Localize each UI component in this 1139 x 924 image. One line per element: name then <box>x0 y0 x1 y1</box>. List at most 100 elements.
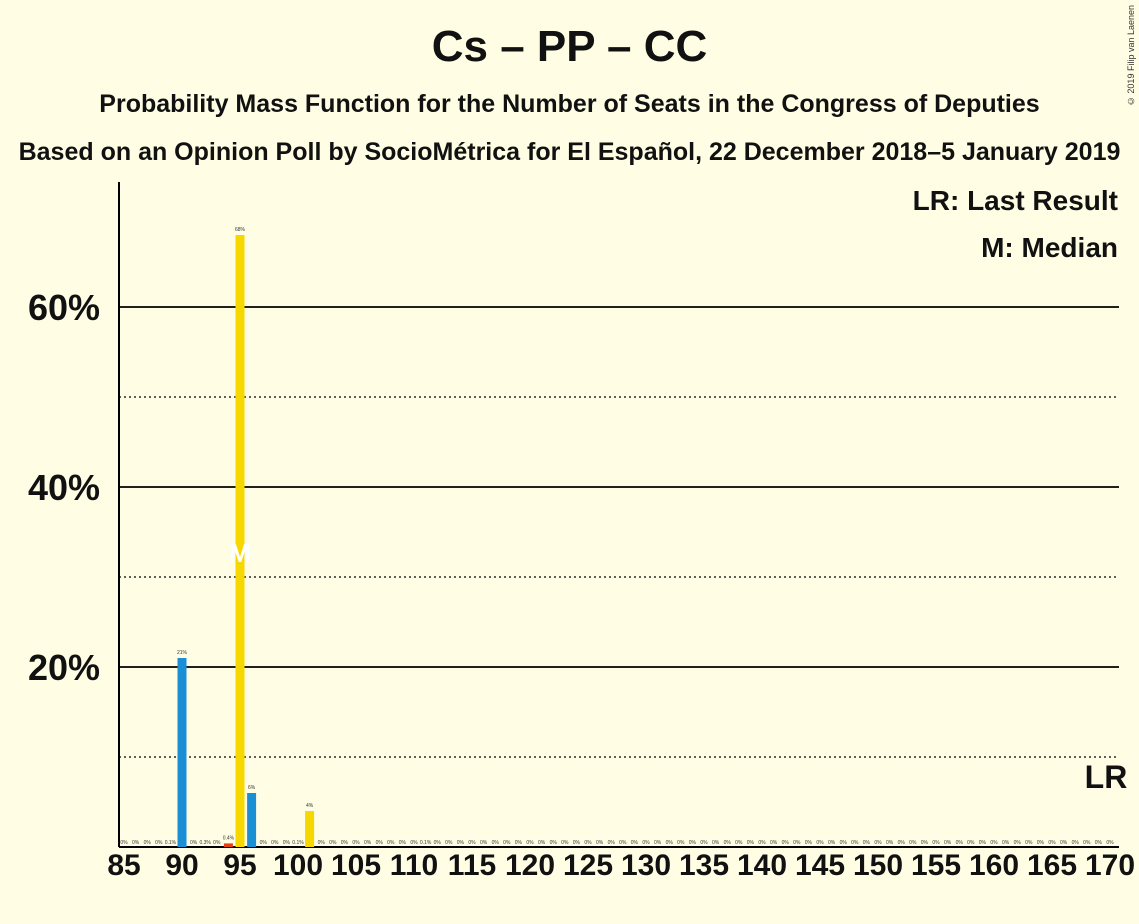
data-label: 0.1% <box>165 840 177 846</box>
data-label: 0% <box>619 840 627 846</box>
data-label: 0% <box>1072 840 1080 846</box>
x-tick-label: 125 <box>563 849 613 882</box>
data-label: 0% <box>886 840 894 846</box>
data-label: 0% <box>561 840 569 846</box>
bar <box>247 793 257 847</box>
data-label: 0% <box>596 840 604 846</box>
x-tick-label: 165 <box>1027 849 1077 882</box>
data-label: 0% <box>700 840 708 846</box>
data-label: 0% <box>724 840 732 846</box>
data-label: 0% <box>1025 840 1033 846</box>
y-tick-label: 60% <box>28 287 100 328</box>
data-label: 0% <box>213 840 221 846</box>
data-label: 0% <box>851 840 859 846</box>
data-label: 0% <box>967 840 975 846</box>
last-result-marker: LR <box>1085 759 1128 795</box>
data-label: 0% <box>190 840 198 846</box>
data-label: 0% <box>898 840 906 846</box>
data-label: 0% <box>874 840 882 846</box>
x-tick-label: 160 <box>969 849 1019 882</box>
x-tick-label: 115 <box>448 849 496 882</box>
data-label: 0% <box>318 840 326 846</box>
data-label: 0% <box>271 840 279 846</box>
data-label: 0% <box>410 840 418 846</box>
data-label: 6% <box>248 785 256 791</box>
x-tick-label: 90 <box>165 849 198 882</box>
data-label: 0% <box>1083 840 1091 846</box>
data-label: 0% <box>584 840 592 846</box>
data-label: 0% <box>805 840 813 846</box>
data-label: 0% <box>758 840 766 846</box>
data-label: 0% <box>480 840 488 846</box>
data-label: 0.3% <box>199 840 211 846</box>
data-label: 0% <box>468 840 476 846</box>
x-tick-label: 135 <box>679 849 729 882</box>
data-label: 0% <box>283 840 291 846</box>
data-label: 0.1% <box>420 840 432 846</box>
data-label: 0% <box>828 840 836 846</box>
data-label: 0% <box>399 840 407 846</box>
x-tick-label: 155 <box>911 849 961 882</box>
data-label: 0% <box>132 840 140 846</box>
data-label: 0% <box>990 840 998 846</box>
chart-source: Based on an Opinion Poll by SocioMétrica… <box>18 138 1121 166</box>
legend-median: M: Median <box>981 232 1118 263</box>
x-tick-label: 145 <box>795 849 845 882</box>
data-label: 0% <box>1060 840 1068 846</box>
data-label: 0% <box>434 840 442 846</box>
data-label: 0% <box>863 840 871 846</box>
data-label: 0% <box>376 840 384 846</box>
x-tick-label: 140 <box>737 849 787 882</box>
data-label: 0% <box>932 840 940 846</box>
data-label: 0% <box>1002 840 1010 846</box>
data-label: 0% <box>1037 840 1045 846</box>
x-tick-label: 110 <box>390 849 438 882</box>
bar <box>305 811 315 847</box>
x-tick-label: 150 <box>853 849 903 882</box>
data-label: 0% <box>631 840 639 846</box>
data-label: 0% <box>1106 840 1114 846</box>
x-tick-label: 105 <box>331 849 381 882</box>
data-label: 0% <box>352 840 360 846</box>
data-label: 0% <box>956 840 964 846</box>
x-tick-label: 95 <box>223 849 256 882</box>
data-label: 0% <box>1048 840 1056 846</box>
data-label: 0% <box>642 840 650 846</box>
data-label: 0% <box>677 840 685 846</box>
data-label: 0% <box>144 840 152 846</box>
data-label: 0% <box>120 840 128 846</box>
data-label: 0% <box>445 840 453 846</box>
data-label: 0% <box>921 840 929 846</box>
y-tick-label: 40% <box>28 467 100 508</box>
data-label: 0% <box>387 840 395 846</box>
chart-title: Cs – PP – CC <box>431 22 708 71</box>
data-label: 0% <box>515 840 523 846</box>
median-marker: M <box>229 538 251 568</box>
data-label: 0% <box>654 840 662 846</box>
legend-last-result: LR: Last Result <box>913 185 1118 216</box>
data-label: 0% <box>770 840 778 846</box>
data-label: 0% <box>747 840 755 846</box>
data-label: 0% <box>260 840 268 846</box>
bar <box>223 843 233 847</box>
data-label: 0% <box>526 840 534 846</box>
x-tick-label: 170 <box>1085 849 1135 882</box>
data-label: 21% <box>177 650 188 656</box>
x-tick-label: 100 <box>273 849 323 882</box>
data-label: 0% <box>689 840 697 846</box>
data-label: 0% <box>492 840 500 846</box>
data-label: 0% <box>364 840 372 846</box>
data-label: 0% <box>793 840 801 846</box>
data-label: 0% <box>503 840 511 846</box>
data-label: 0% <box>816 840 824 846</box>
data-label: 0.4% <box>223 835 235 841</box>
data-label: 0% <box>457 840 465 846</box>
data-label: 0% <box>712 840 720 846</box>
data-label: 0% <box>573 840 581 846</box>
data-label: 0% <box>329 840 337 846</box>
data-label: 0.1% <box>292 840 304 846</box>
data-label: 0% <box>909 840 917 846</box>
data-label: 0% <box>944 840 952 846</box>
y-tick-label: 20% <box>28 647 100 688</box>
